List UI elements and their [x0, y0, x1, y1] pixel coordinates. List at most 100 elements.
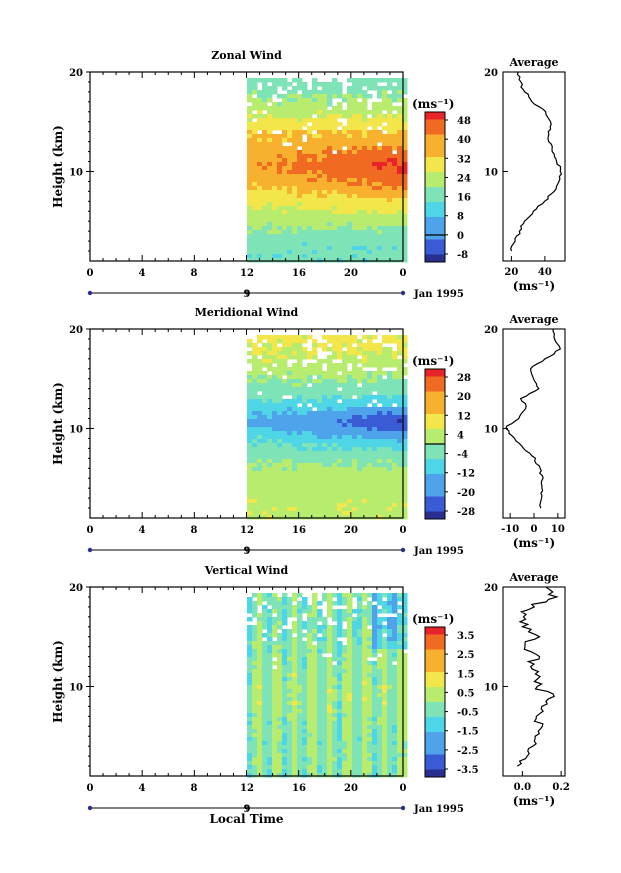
colorbar-segment: [425, 119, 445, 128]
x-tick-label: 20: [344, 525, 358, 536]
colorbar-segment: [425, 451, 445, 460]
colorbar-tick-label: 24: [457, 173, 471, 184]
colorbar-segment: [425, 391, 445, 400]
colorbar-tick-label: 28: [457, 373, 471, 384]
colorbar-segment: [425, 732, 445, 740]
average-title: Average: [508, 313, 558, 326]
day-axis-end-marker: [400, 290, 406, 296]
day-axis-end-marker: [400, 805, 406, 811]
colorbar-tick-label: 16: [457, 193, 471, 204]
y-tick-label: 10: [69, 167, 83, 178]
colorbar-segment: [425, 762, 445, 770]
y-tick-label: 20: [69, 68, 83, 79]
x-tick-label: 16: [292, 525, 306, 536]
colorbar-tick-label: -1.5: [457, 727, 479, 738]
colorbar-tick-label: 0.5: [457, 688, 474, 699]
average-x-tick-label: 10: [551, 524, 565, 535]
colorbar-segment: [425, 112, 445, 120]
x-tick-label: 8: [191, 783, 198, 794]
colorbar-segment: [425, 496, 445, 505]
day-axis-end-marker: [400, 547, 406, 553]
colorbar-tick-label: -0.5: [457, 708, 479, 719]
colorbar-tick-label: 48: [457, 116, 471, 127]
colorbar-segment: [425, 142, 445, 150]
x-tick-label: 0: [400, 783, 407, 794]
colorbar-segment: [425, 504, 445, 512]
colorbar-segment: [425, 754, 445, 763]
average-unit: (ms⁻¹): [513, 794, 555, 808]
colorbar-segment: [425, 239, 445, 248]
x-tick-label: 4: [139, 783, 146, 794]
colorbar-tick-label: 3.5: [457, 631, 474, 642]
colorbar-unit: (ms⁻¹): [412, 612, 454, 626]
average-unit: (ms⁻¹): [513, 536, 555, 550]
colorbar-segment: [425, 459, 445, 467]
average-y-tick-label: 10: [484, 682, 498, 693]
average-frame: [502, 586, 566, 777]
colorbar-segment: [425, 202, 445, 210]
x-tick-label: 4: [139, 525, 146, 536]
colorbar-tick-label: 1.5: [457, 669, 474, 680]
average-title: Average: [508, 56, 558, 69]
x-tick-label: 12: [240, 525, 254, 536]
average-x-tick-label: 0.0: [514, 782, 531, 793]
y-axis-label: Height (km): [51, 382, 65, 465]
colorbar-segment: [425, 384, 445, 392]
colorbar-segment: [425, 769, 445, 778]
colorbar-segment: [425, 709, 445, 718]
colorbar-segment: [425, 164, 445, 173]
colorbar-segment: [425, 627, 445, 635]
colorbar-tick-label: -8: [457, 250, 468, 261]
colorbar-segment: [425, 179, 445, 188]
average-y-tick-label: 10: [484, 424, 498, 435]
heatmap-field: [247, 593, 408, 778]
colorbar-tick-label: 20: [457, 392, 471, 403]
colorbar-segment: [425, 511, 445, 520]
colorbar-segment: [425, 642, 445, 650]
colorbar-segment: [425, 429, 445, 437]
x-axis-label: Local Time: [209, 812, 283, 826]
colorbar-segment: [425, 739, 445, 748]
average-x-tick-label: 40: [538, 267, 552, 278]
colorbar-segment: [425, 149, 445, 158]
y-tick-label: 10: [69, 424, 83, 435]
colorbar-segment: [425, 664, 445, 673]
colorbar-segment: [425, 444, 445, 452]
colorbar-segment: [425, 369, 445, 377]
colorbar-tick-label: 32: [457, 154, 471, 165]
average-title: Average: [508, 571, 558, 584]
y-axis-label: Height (km): [51, 640, 65, 723]
x-tick-label: 0: [400, 268, 407, 279]
colorbar-segment: [425, 127, 445, 135]
day-axis-start-marker: [87, 547, 93, 553]
colorbar-tick-label: -20: [457, 488, 475, 499]
colorbar-tick-label: -12: [457, 469, 475, 480]
colorbar-segment: [425, 481, 445, 490]
colorbar-segment: [425, 194, 445, 203]
average-y-tick-label: 20: [484, 325, 498, 336]
x-tick-label: 12: [240, 783, 254, 794]
colorbar-segment: [425, 649, 445, 658]
average-profile-line: [510, 71, 563, 252]
colorbar-tick-label: 4: [457, 430, 464, 441]
average-x-tick-label: -10: [501, 524, 519, 535]
colorbar-segment: [425, 254, 445, 263]
colorbar-segment: [425, 406, 445, 415]
colorbar-segment: [425, 634, 445, 643]
colorbar-segment: [425, 679, 445, 688]
colorbar-segment: [425, 157, 445, 165]
colorbar-segment: [425, 489, 445, 497]
colorbar-segment: [425, 694, 445, 703]
average-profile-line: [516, 586, 559, 767]
date-label: Jan 1995: [413, 289, 464, 300]
x-tick-label: 0: [400, 525, 407, 536]
colorbar-segment: [425, 172, 445, 180]
x-tick-label: 0: [87, 525, 94, 536]
day-axis-start-marker: [87, 805, 93, 811]
average-y-tick-label: 20: [484, 68, 498, 79]
panel-2: Vertical Wind 20 10 Height (km) 0 4 8 12 16 20 0 9 J…: [51, 564, 570, 815]
average-y-tick-label: 20: [484, 583, 498, 594]
colorbar-segment: [425, 247, 445, 255]
average-unit: (ms⁻¹): [513, 279, 555, 293]
